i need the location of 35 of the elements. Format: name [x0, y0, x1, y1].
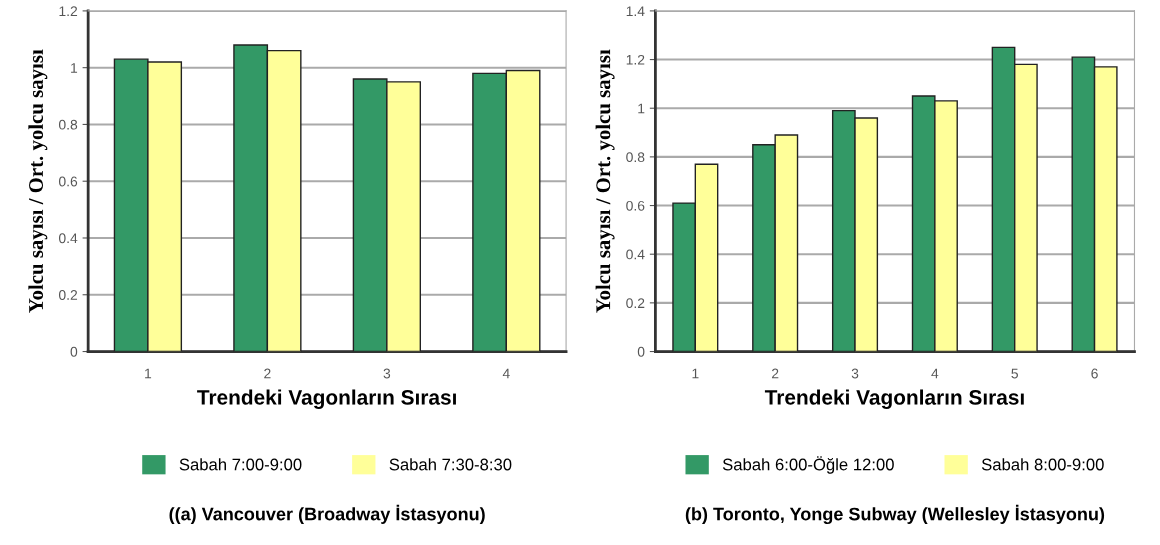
- y-tick-label: 0: [70, 346, 78, 357]
- y-tick-label: 0.6: [626, 200, 645, 211]
- y-tick-label: 0.6: [58, 176, 78, 187]
- text: ((a) Vancouver (Broadway İstasyonu): [169, 504, 485, 524]
- legend-label: Sabah 7:00-9:00: [179, 458, 302, 471]
- y-tick-label: 1: [638, 103, 645, 114]
- y-tick-label: 0.2: [58, 290, 78, 300]
- legend-label: Sabah 6:00-Öğle 12:00: [722, 456, 894, 474]
- y-tick-label: 0.8: [626, 152, 645, 163]
- y-tick-label: 1: [71, 63, 78, 73]
- x-tick-label: 3: [383, 368, 391, 379]
- x-tick-label: 4: [931, 368, 939, 379]
- x-tick-label: 1: [145, 368, 152, 379]
- y-tick-label: 0.4: [58, 233, 78, 244]
- x-axis-title: Trendeki Vagonların Sırası: [197, 389, 456, 409]
- x-tick-label: 2: [772, 368, 779, 379]
- legend-label: Sabah 7:30-8:30: [389, 458, 512, 471]
- x-tick-label: 3: [851, 368, 859, 379]
- x-tick-label: 2: [264, 368, 271, 379]
- y-tick-label: 0: [637, 346, 645, 357]
- x-tick-label: 6: [1091, 368, 1098, 379]
- x-axis-title: Trendeki Vagonların Sırası: [764, 389, 1024, 409]
- y-tick-label: 1.4: [626, 6, 645, 16]
- y-tick-label: 1.2: [626, 54, 645, 65]
- x-tick-label: 1: [692, 368, 699, 379]
- y-axis-title: Yolcu sayısı / Ort. yolcu sayısı: [28, 49, 48, 313]
- y-tick-label: 0.2: [626, 298, 645, 309]
- y-axis-title: Yolcu sayısı / Ort. yolcu sayısı: [595, 49, 615, 313]
- y-tick-label: 1.2: [59, 6, 78, 16]
- text: (b) Toronto, Yonge Subway (Wellesley İstasyonu): [685, 504, 1105, 525]
- x-tick-label: 4: [502, 368, 510, 379]
- x-tick-label: 5: [1011, 368, 1018, 379]
- y-tick-label: 0.4: [626, 249, 645, 260]
- y-tick-label: 0.8: [58, 119, 78, 130]
- legend-label: Sabah 8:00-9:00: [981, 458, 1104, 471]
